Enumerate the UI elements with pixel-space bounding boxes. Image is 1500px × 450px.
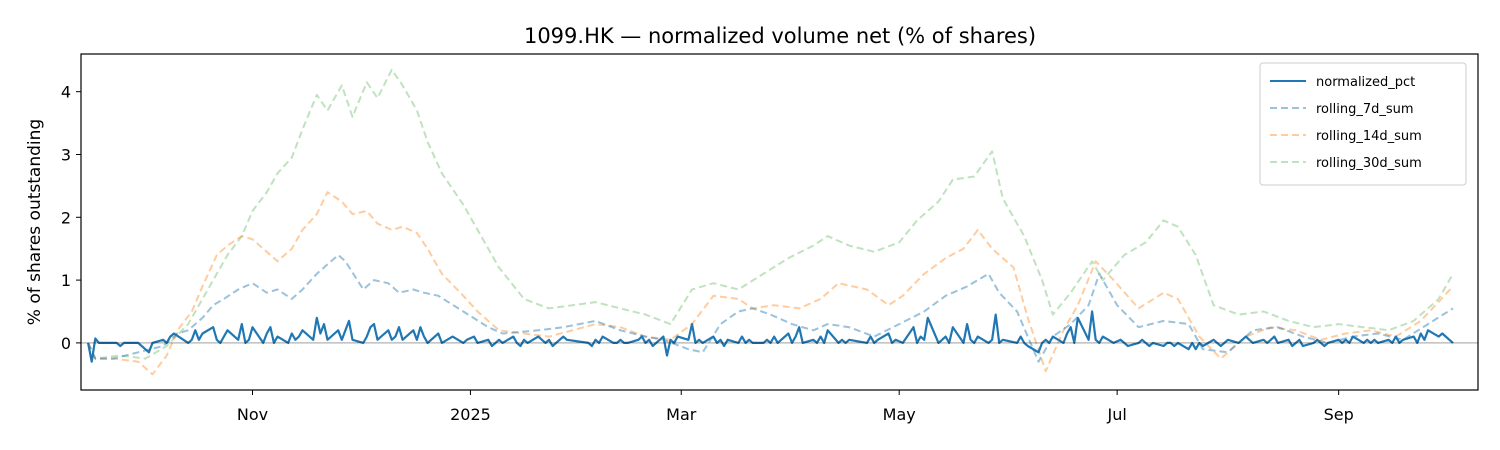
y-tick-label: 0 xyxy=(61,334,71,353)
x-tick-label: May xyxy=(883,405,916,424)
x-tick-label: Mar xyxy=(666,405,697,424)
series-line-normalized-pct xyxy=(87,310,1454,363)
chart-title: 1099.HK — normalized volume net (% of sh… xyxy=(524,24,1036,48)
legend-box xyxy=(1259,62,1467,186)
legend-entry: rolling_30d_sum xyxy=(1316,156,1422,171)
series-line-rolling-7d-sum xyxy=(87,254,1454,363)
y-tick-label: 1 xyxy=(61,271,71,290)
x-tick-label: Sep xyxy=(1324,405,1354,424)
legend: normalized_pct rolling_7d_sum rolling_14d_… xyxy=(1259,62,1467,186)
legend-entry: rolling_7d_sum xyxy=(1316,102,1414,117)
y-tick-label: 2 xyxy=(61,208,71,227)
series-line-rolling-30d-sum xyxy=(87,68,1454,360)
x-tick-label: Jul xyxy=(1106,405,1126,424)
y-axis-label: % of shares outstanding xyxy=(25,119,45,325)
series-line-rolling-14d-sum xyxy=(87,191,1454,376)
legend-entry: normalized_pct xyxy=(1316,75,1415,90)
x-tick-label: Nov xyxy=(237,405,268,424)
plot-frame xyxy=(80,53,1479,391)
x-tick-label: 2025 xyxy=(450,405,491,424)
y-tick-label: 3 xyxy=(61,145,71,164)
legend-entry: rolling_14d_sum xyxy=(1316,129,1422,144)
y-tick-label: 4 xyxy=(61,83,71,102)
